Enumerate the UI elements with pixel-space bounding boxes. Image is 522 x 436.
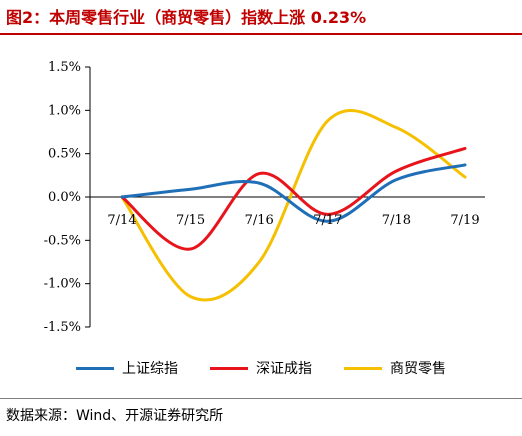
source-divider <box>0 398 522 399</box>
y-tick-label: -0.5% <box>44 233 81 248</box>
y-tick-label: -1.5% <box>44 320 81 335</box>
y-tick-label: 0.5% <box>48 147 81 162</box>
x-tick-label: 7/16 <box>245 213 274 228</box>
legend-item-shanghai: 上证综指 <box>76 358 178 378</box>
series-line-1 <box>120 146 467 251</box>
y-tick-label: 1.5% <box>48 60 81 75</box>
legend-item-retail: 商贸零售 <box>344 358 446 378</box>
y-tick-label: -1.0% <box>44 277 81 292</box>
x-tick-label: 7/19 <box>450 213 479 228</box>
source-note: 数据来源：Wind、开源证券研究所 <box>6 408 224 424</box>
chart-title: 图2：本周零售行业（商贸零售）指数上涨 0.23% <box>6 8 367 27</box>
legend-swatch-retail <box>344 366 382 370</box>
legend-swatch-shanghai <box>76 366 114 370</box>
y-tick-label: 0.0% <box>48 190 81 205</box>
legend-swatch-shenzhen <box>210 366 248 370</box>
x-tick-label: 7/15 <box>176 213 205 228</box>
x-tick-labels: 7/14 7/15 7/16 7/17 7/18 7/19 <box>107 213 479 228</box>
chart-legend: 上证综指 深证成指 商贸零售 <box>0 358 522 378</box>
line-chart: 1.5% 1.0% 0.5% 0.0% -0.5% -1.0% -1.5% 7/14 7/15… <box>44 60 485 335</box>
y-tick-label: 1.0% <box>48 103 81 118</box>
chart-axes: 1.5% 1.0% 0.5% 0.0% -0.5% -1.0% -1.5% <box>44 60 485 335</box>
legend-label-shanghai: 上证综指 <box>122 361 178 377</box>
chart-series <box>120 109 467 302</box>
legend-label-retail: 商贸零售 <box>390 361 446 377</box>
title-divider <box>0 33 522 35</box>
x-tick-label: 7/14 <box>107 213 136 228</box>
legend-label-shenzhen: 深证成指 <box>256 361 312 377</box>
x-tick-label: 7/17 <box>313 213 342 228</box>
series-line-0 <box>120 163 467 223</box>
legend-item-shenzhen: 深证成指 <box>210 358 312 378</box>
x-tick-label: 7/18 <box>382 213 411 228</box>
